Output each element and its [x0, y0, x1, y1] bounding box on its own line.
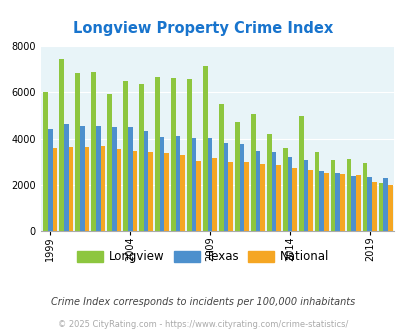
Bar [330, 160, 335, 231]
Bar [250, 114, 255, 231]
Bar [260, 164, 264, 231]
Bar [292, 168, 296, 231]
Bar [355, 175, 360, 231]
Bar [202, 66, 207, 231]
Bar [48, 129, 53, 231]
Bar [75, 73, 79, 231]
Bar [159, 137, 164, 231]
Legend: Longview, Texas, National: Longview, Texas, National [73, 247, 332, 267]
Text: © 2025 CityRating.com - https://www.cityrating.com/crime-statistics/: © 2025 CityRating.com - https://www.city… [58, 320, 347, 329]
Bar [387, 185, 392, 231]
Bar [271, 151, 276, 231]
Bar [171, 78, 175, 231]
Bar [378, 183, 382, 231]
Bar [123, 81, 128, 231]
Bar [154, 77, 159, 231]
Bar [111, 127, 116, 231]
Bar [255, 151, 260, 231]
Bar [143, 130, 148, 231]
Bar [100, 147, 105, 231]
Bar [132, 151, 137, 231]
Bar [303, 160, 307, 231]
Bar [96, 126, 100, 231]
Text: Crime Index corresponds to incidents per 100,000 inhabitants: Crime Index corresponds to incidents per… [51, 297, 354, 307]
Bar [116, 149, 121, 231]
Bar [186, 79, 191, 231]
Bar [91, 72, 96, 231]
Bar [207, 138, 212, 231]
Bar [314, 152, 319, 231]
Text: Longview Property Crime Index: Longview Property Crime Index [72, 21, 333, 36]
Bar [228, 162, 232, 231]
Bar [298, 116, 303, 231]
Bar [234, 122, 239, 231]
Bar [324, 173, 328, 231]
Bar [128, 127, 132, 231]
Bar [362, 163, 367, 231]
Bar [282, 148, 287, 231]
Bar [319, 171, 324, 231]
Bar [68, 148, 73, 231]
Bar [53, 148, 57, 231]
Bar [371, 182, 376, 231]
Bar [180, 154, 185, 231]
Bar [107, 94, 111, 231]
Bar [339, 174, 344, 231]
Bar [191, 138, 196, 231]
Bar [244, 162, 249, 231]
Bar [239, 144, 244, 231]
Bar [351, 176, 355, 231]
Bar [276, 165, 280, 231]
Bar [148, 151, 153, 231]
Bar [43, 92, 48, 231]
Bar [223, 143, 228, 231]
Bar [196, 160, 201, 231]
Bar [266, 134, 271, 231]
Bar [212, 157, 217, 231]
Bar [287, 157, 292, 231]
Bar [164, 153, 169, 231]
Bar [218, 104, 223, 231]
Bar [84, 147, 89, 231]
Bar [139, 83, 143, 231]
Bar [307, 171, 312, 231]
Bar [367, 177, 371, 231]
Bar [64, 124, 68, 231]
Bar [346, 159, 351, 231]
Bar [59, 59, 64, 231]
Bar [79, 126, 84, 231]
Bar [382, 178, 387, 231]
Bar [335, 173, 339, 231]
Bar [175, 136, 180, 231]
